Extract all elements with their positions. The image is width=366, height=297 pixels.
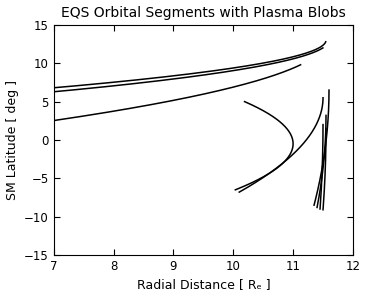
X-axis label: Radial Distance [ Rₑ ]: Radial Distance [ Rₑ ] bbox=[137, 279, 270, 291]
Title: EQS Orbital Segments with Plasma Blobs: EQS Orbital Segments with Plasma Blobs bbox=[61, 6, 346, 20]
Y-axis label: SM Latitude [ deg ]: SM Latitude [ deg ] bbox=[5, 80, 19, 200]
